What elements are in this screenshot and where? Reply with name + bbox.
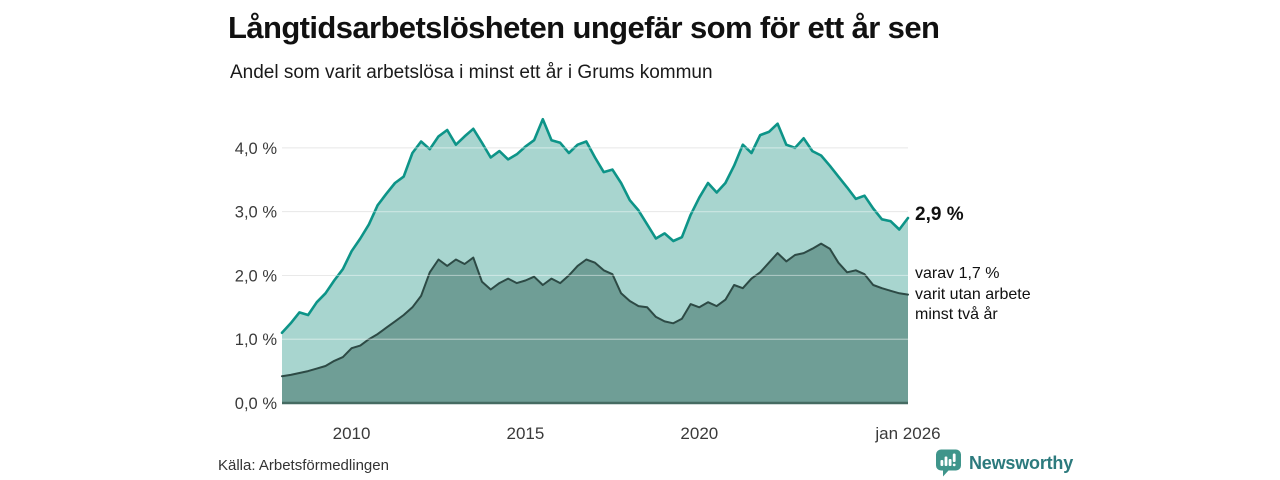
newsworthy-logo-icon	[936, 449, 961, 477]
secondary-value-label: varav 1,7 % varit utan arbete minst två …	[915, 264, 1031, 326]
chart-title: Långtidsarbetslösheten ungefär som för e…	[228, 10, 940, 45]
x-tick-label: 2015	[507, 424, 545, 443]
series-line-1	[280, 117, 910, 335]
logo-bar-1	[940, 460, 944, 466]
x-tick-label: 2010	[333, 424, 371, 443]
y-tick-label: 4,0 %	[235, 140, 278, 158]
latest-value-label: 2,9 %	[915, 204, 964, 225]
logo-exclamation-bar	[952, 453, 956, 462]
y-tick-label: 1,0 %	[235, 331, 278, 349]
secondary-value-line2: varit utan arbete	[915, 285, 1031, 303]
chart-subtitle: Andel som varit arbetslösa i minst ett å…	[230, 62, 713, 83]
x-tick-label: 2020	[680, 424, 718, 443]
newsworthy-brand[interactable]: Newsworthy	[935, 449, 1073, 477]
newsworthy-brand-text: Newsworthy	[969, 452, 1074, 473]
x-tick-label: jan 2026	[874, 424, 940, 443]
secondary-value-line3: minst två år	[915, 306, 998, 323]
source-label: Källa: Arbetsförmedlingen	[218, 457, 389, 474]
logo-bar-2	[944, 456, 948, 466]
logo-exclamation-dot	[952, 463, 956, 467]
y-tick-label: 3,0 %	[235, 204, 278, 222]
series-line-2	[281, 242, 909, 378]
series-area-2	[282, 243, 908, 403]
logo-bar-3	[948, 459, 952, 466]
y-tick-label: 0,0 %	[235, 395, 278, 413]
y-tick-label: 2,0 %	[235, 267, 278, 285]
logo-pin-shape	[936, 449, 961, 477]
secondary-value-line1: varav 1,7 %	[915, 265, 1000, 282]
